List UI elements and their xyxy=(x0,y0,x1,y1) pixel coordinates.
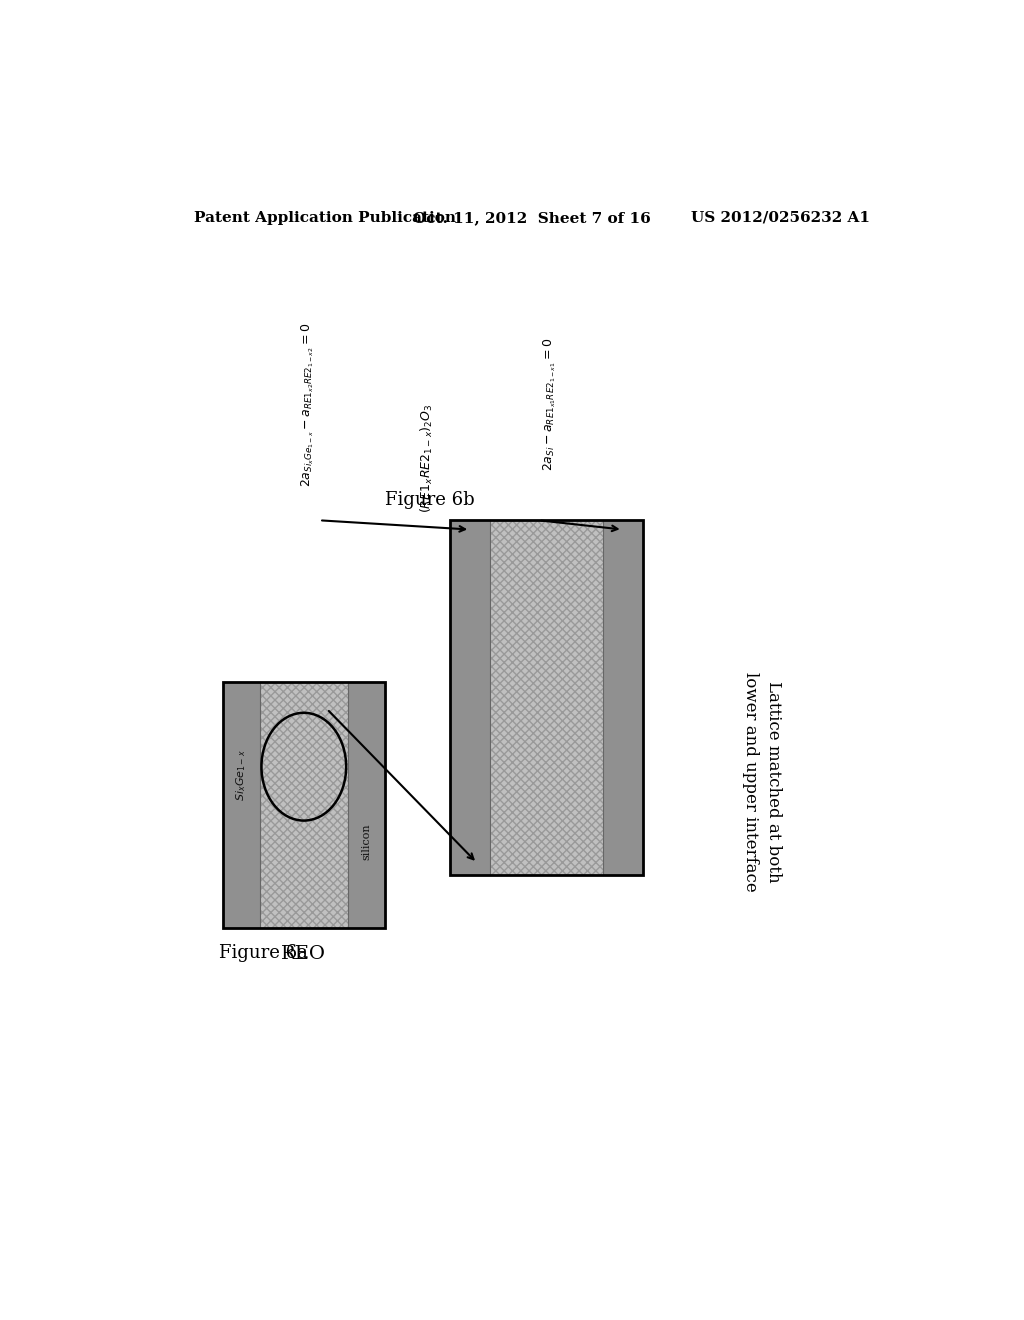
Bar xyxy=(223,682,385,928)
Text: silicon: silicon xyxy=(361,824,371,861)
Text: Oct. 11, 2012  Sheet 7 of 16: Oct. 11, 2012 Sheet 7 of 16 xyxy=(413,211,651,224)
Text: US 2012/0256232 A1: US 2012/0256232 A1 xyxy=(691,211,870,224)
Text: $(RE1_xRE2_{1-x})_2O_3$: $(RE1_xRE2_{1-x})_2O_3$ xyxy=(419,404,435,513)
Bar xyxy=(451,520,643,874)
Text: $2a_{Si}-a_{RE1_{x1}RE2_{1-x1}}=0$: $2a_{Si}-a_{RE1_{x1}RE2_{1-x1}}=0$ xyxy=(542,338,558,471)
Bar xyxy=(490,520,602,874)
Bar xyxy=(451,520,643,874)
Bar xyxy=(223,682,385,928)
Bar xyxy=(260,682,348,928)
Text: $Si_xGe_{1-x}$: $Si_xGe_{1-x}$ xyxy=(234,750,249,801)
Text: $2a_{Si_xGe_{1-x}}-a_{RE1_{x2}RE2_{1-x2}}=0$: $2a_{Si_xGe_{1-x}}-a_{RE1_{x2}RE2_{1-x2}… xyxy=(299,322,316,487)
Text: Patent Application Publication: Patent Application Publication xyxy=(194,211,456,224)
Text: Figure 6a: Figure 6a xyxy=(219,944,308,962)
Text: REO: REO xyxy=(282,945,327,964)
Text: Figure 6b: Figure 6b xyxy=(385,491,474,508)
Text: Lattice matched at both
lower and upper interface: Lattice matched at both lower and upper … xyxy=(741,672,782,892)
